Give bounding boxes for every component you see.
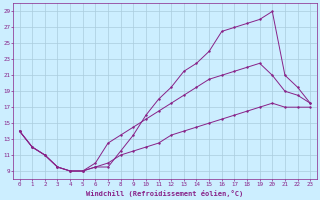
X-axis label: Windchill (Refroidissement éolien,°C): Windchill (Refroidissement éolien,°C): [86, 190, 244, 197]
